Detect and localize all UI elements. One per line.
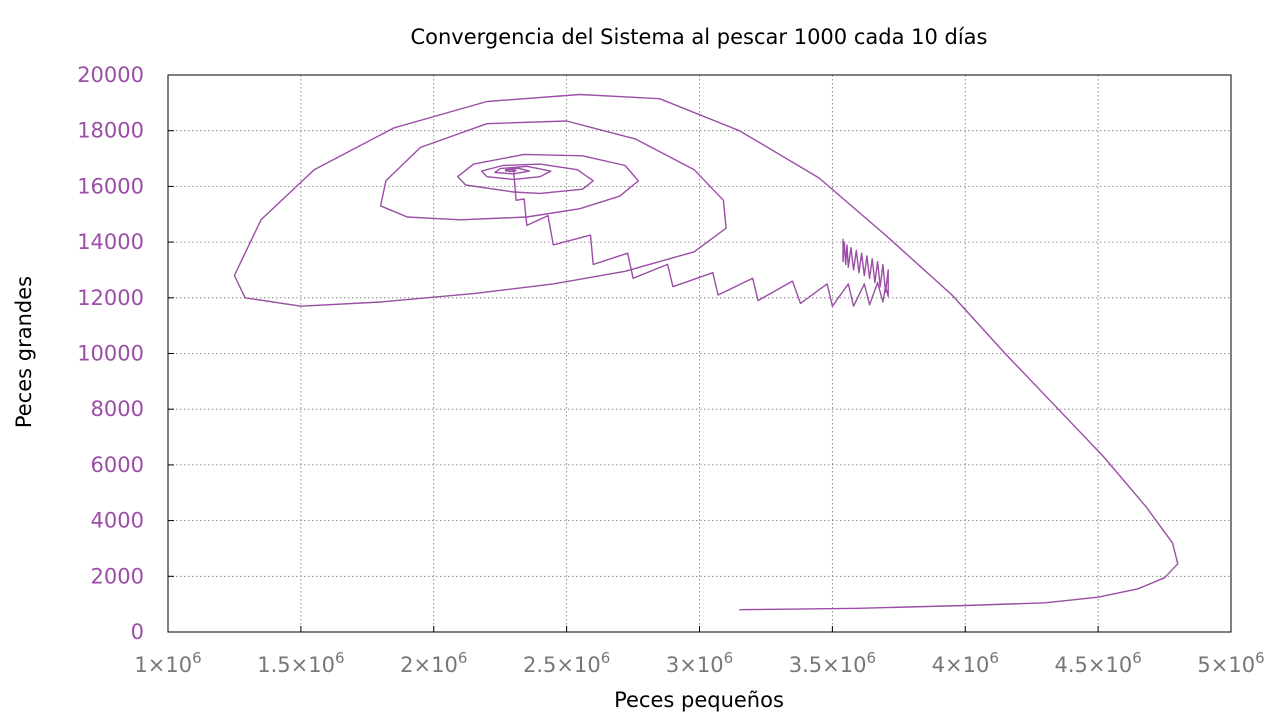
series-layer [233, 93, 1179, 611]
x-tick-label: 2.5×106 [523, 649, 610, 677]
y-tick-label: 16000 [77, 174, 144, 198]
x-tick-label: 4×106 [932, 649, 999, 677]
y-tick-label: 8000 [91, 397, 144, 421]
x-tick-label: 2×106 [400, 649, 467, 677]
chart-title: Convergencia del Sistema al pescar 1000 … [410, 25, 987, 49]
y-tick-label: 12000 [77, 286, 144, 310]
x-tick-label: 1.5×106 [257, 649, 344, 677]
x-tick-label: 1×106 [134, 649, 201, 677]
x-axis-label: Peces pequeños [614, 688, 784, 712]
y-tick-label: 0 [131, 620, 144, 644]
series-line [512, 169, 889, 307]
grid [168, 75, 1231, 632]
axis-ticks: 1×106 1.5×106 2×106 2.5×106 3×106 3.5×106 4×10… [77, 63, 1264, 677]
x-tick-label: 3×106 [666, 649, 733, 677]
series-line [233, 93, 1179, 611]
y-tick-label: 6000 [91, 453, 144, 477]
y-tick-label: 20000 [77, 63, 144, 87]
x-tick-label: 4.5×106 [1054, 649, 1141, 677]
y-tick-label: 4000 [91, 509, 144, 533]
x-tick-label: 3.5×106 [789, 649, 876, 677]
y-tick-label: 10000 [77, 342, 144, 366]
y-tick-label: 2000 [91, 564, 144, 588]
y-axis-label: Peces grandes [12, 276, 36, 428]
y-tick-label: 18000 [77, 119, 144, 143]
x-tick-label: 5×106 [1197, 649, 1264, 677]
y-tick-label: 14000 [77, 230, 144, 254]
